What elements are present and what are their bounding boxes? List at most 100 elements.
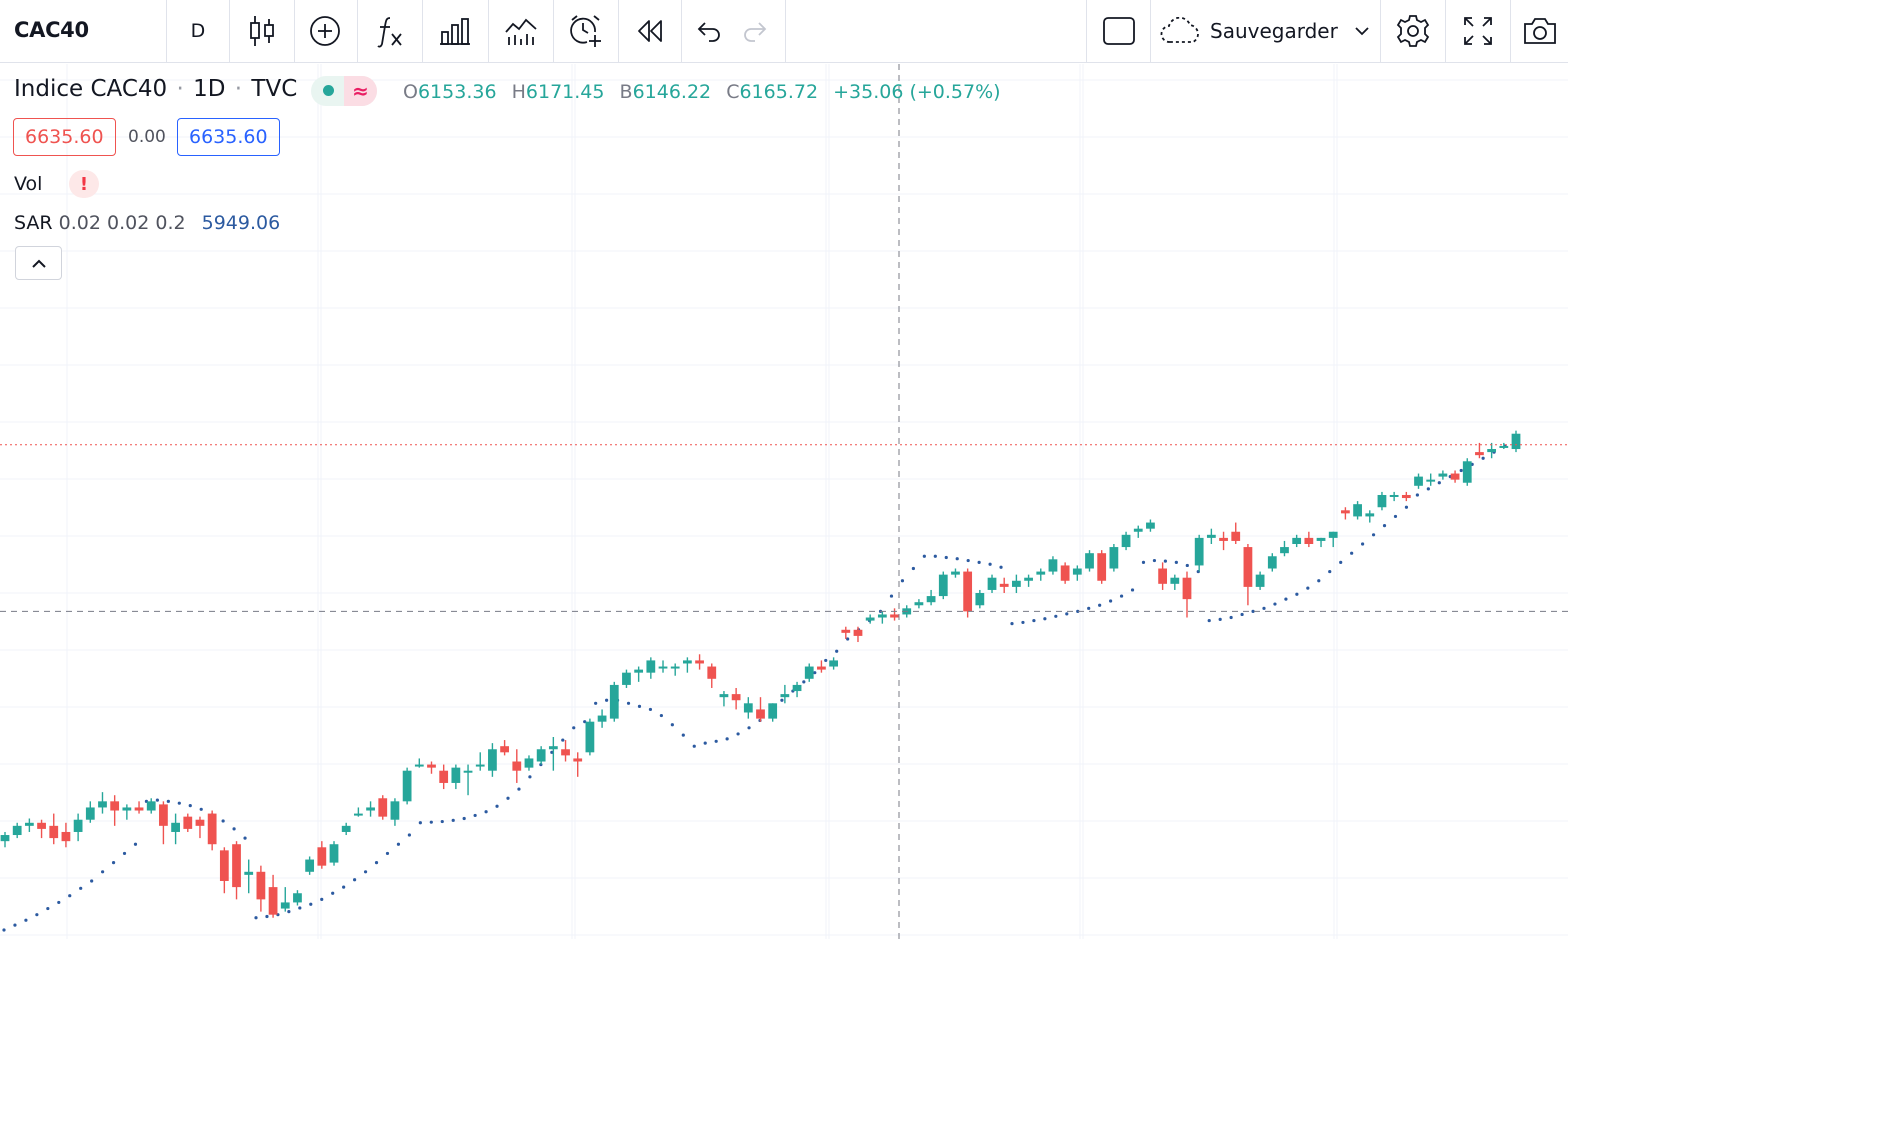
candle-body [695, 660, 704, 664]
sar-dot [1054, 614, 1058, 618]
candle [1414, 473, 1423, 489]
layout-button[interactable] [1093, 8, 1145, 54]
candle-body [999, 583, 1009, 587]
sar-dot [637, 704, 642, 708]
candle-body [1280, 547, 1289, 554]
redo-button[interactable] [734, 8, 776, 54]
chevron-up-icon [31, 254, 47, 273]
candle [963, 568, 973, 618]
symbol-search-button[interactable]: CAC40 [14, 18, 89, 42]
alert-button[interactable] [559, 8, 613, 54]
candle-body [159, 804, 168, 826]
collapse-legend-button[interactable] [15, 246, 62, 280]
candle [1511, 430, 1521, 453]
sell-price-button[interactable]: 6635.60 [13, 118, 116, 156]
candle [951, 568, 960, 578]
candle-body [110, 801, 120, 811]
candle-body [1328, 531, 1338, 538]
sar-dot [977, 560, 981, 564]
sar-dot [561, 738, 565, 742]
sar-dot [528, 775, 532, 779]
candle-body [987, 577, 997, 590]
toolbar-divider [785, 0, 786, 62]
warning-icon[interactable]: ! [69, 170, 99, 198]
candle-body [219, 850, 229, 881]
financials-button[interactable] [428, 8, 482, 54]
sar-dot [988, 562, 992, 566]
candle [719, 691, 729, 707]
candle-body [707, 666, 717, 679]
candle-body [305, 859, 315, 872]
candle-body [597, 715, 607, 722]
candle [183, 813, 193, 832]
candle-body [1012, 580, 1021, 587]
sar-indicator-legend[interactable]: SAR 0.02 0.02 0.2 5949.06 [14, 212, 280, 234]
sar-dot [835, 649, 839, 653]
candle-body [780, 694, 790, 698]
replay-button[interactable] [624, 8, 676, 54]
save-button[interactable]: Sauvegarder [1160, 8, 1375, 54]
sar-dot [24, 918, 28, 922]
candle [317, 841, 327, 869]
candle [171, 813, 180, 845]
undo-button[interactable] [688, 8, 730, 54]
candle [829, 657, 838, 670]
compare-symbol-button[interactable] [300, 8, 350, 54]
candle-body [171, 822, 180, 832]
candle [707, 663, 717, 688]
buy-price-button[interactable]: 6635.60 [177, 118, 280, 156]
candle [159, 801, 168, 845]
candle [1487, 442, 1497, 459]
sar-dot [594, 701, 598, 705]
candle [548, 737, 558, 771]
volume-indicator-label[interactable]: Vol [14, 173, 43, 195]
sar-dot [1382, 524, 1387, 528]
sar-dot [1163, 559, 1167, 563]
templates-button[interactable] [494, 8, 548, 54]
candle [597, 709, 607, 728]
sar-dot [1459, 468, 1463, 473]
candle-body [414, 764, 424, 767]
market-status-badge[interactable]: ≈ [311, 76, 377, 106]
sar-dot [999, 565, 1003, 569]
chevron-down-icon[interactable] [1354, 26, 1370, 36]
symbol-legend-title[interactable]: Indice CAC40 · 1D · TVC [14, 76, 297, 102]
settings-button[interactable] [1386, 8, 1440, 54]
sar-dot [550, 750, 554, 754]
candle [414, 758, 424, 768]
sar-dot [451, 818, 455, 822]
candle-body [951, 571, 960, 575]
candle [61, 822, 71, 848]
candle-body [1475, 452, 1484, 456]
low-key: B [619, 81, 633, 103]
candle-body [1414, 476, 1423, 486]
sar-dot [1141, 560, 1146, 564]
fullscreen-button[interactable] [1451, 8, 1505, 54]
legend-timeframe: 1D [193, 76, 226, 102]
candle-body [1389, 494, 1399, 497]
toolbar-divider [1510, 0, 1511, 62]
screenshot-button[interactable] [1516, 8, 1564, 54]
indicators-button[interactable] [363, 8, 417, 54]
sar-dot [287, 910, 291, 914]
sar-dot [462, 816, 466, 821]
candle [1219, 531, 1228, 551]
candle-body [1146, 522, 1155, 529]
candle-body [634, 669, 644, 673]
candle [366, 801, 375, 817]
candle [1426, 473, 1436, 486]
candle [1401, 491, 1411, 502]
candle [1158, 562, 1168, 590]
sar-dot [1109, 599, 1113, 603]
candle [622, 669, 631, 688]
chart-type-button[interactable] [235, 8, 289, 54]
sar-params: 0.02 0.02 0.2 [58, 212, 186, 234]
interval-button[interactable]: D [190, 20, 206, 42]
candle [670, 663, 680, 676]
price-chart[interactable] [0, 64, 1568, 939]
candle [268, 874, 278, 918]
candle [512, 749, 522, 783]
candle [1377, 491, 1387, 511]
candle-body [475, 764, 485, 767]
sar-dot [407, 833, 411, 837]
